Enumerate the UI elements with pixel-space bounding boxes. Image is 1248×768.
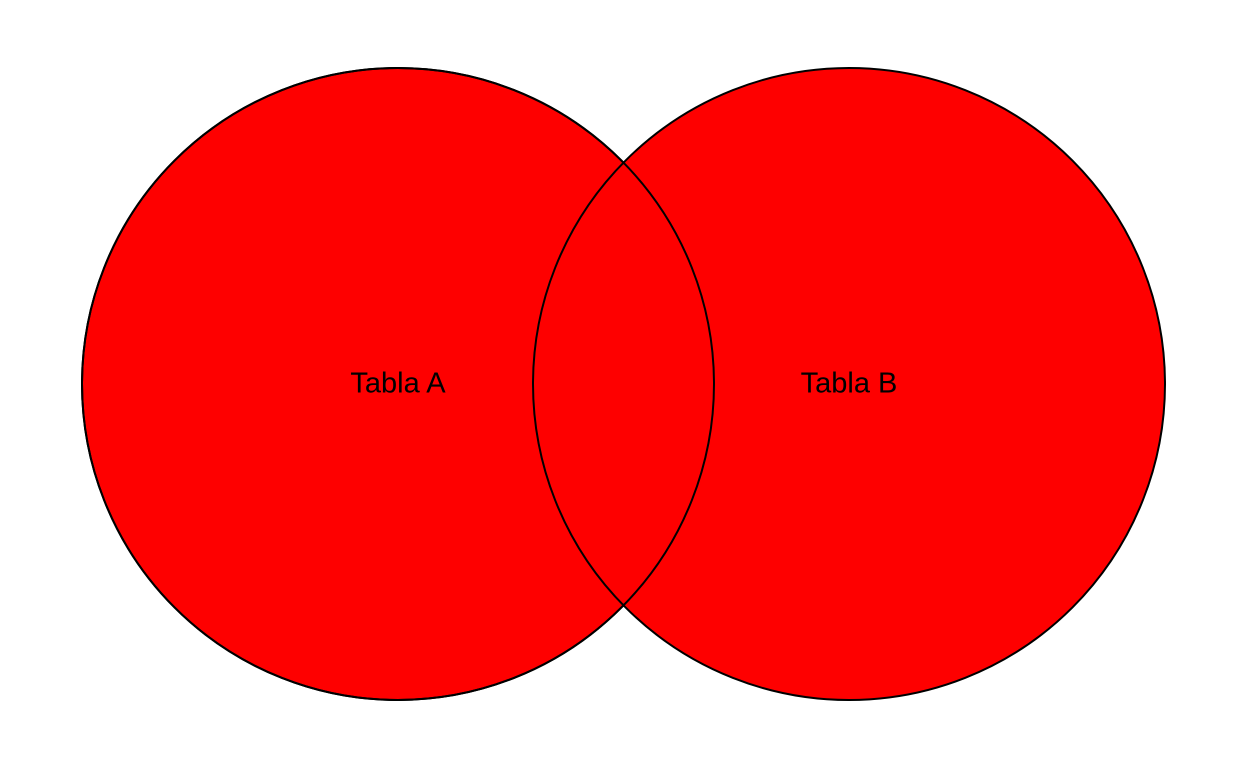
set-a-label: Tabla A	[350, 368, 446, 400]
set-b-label: Tabla B	[801, 368, 898, 400]
set-a-outline	[81, 67, 715, 701]
set-b-circle	[532, 67, 1166, 701]
